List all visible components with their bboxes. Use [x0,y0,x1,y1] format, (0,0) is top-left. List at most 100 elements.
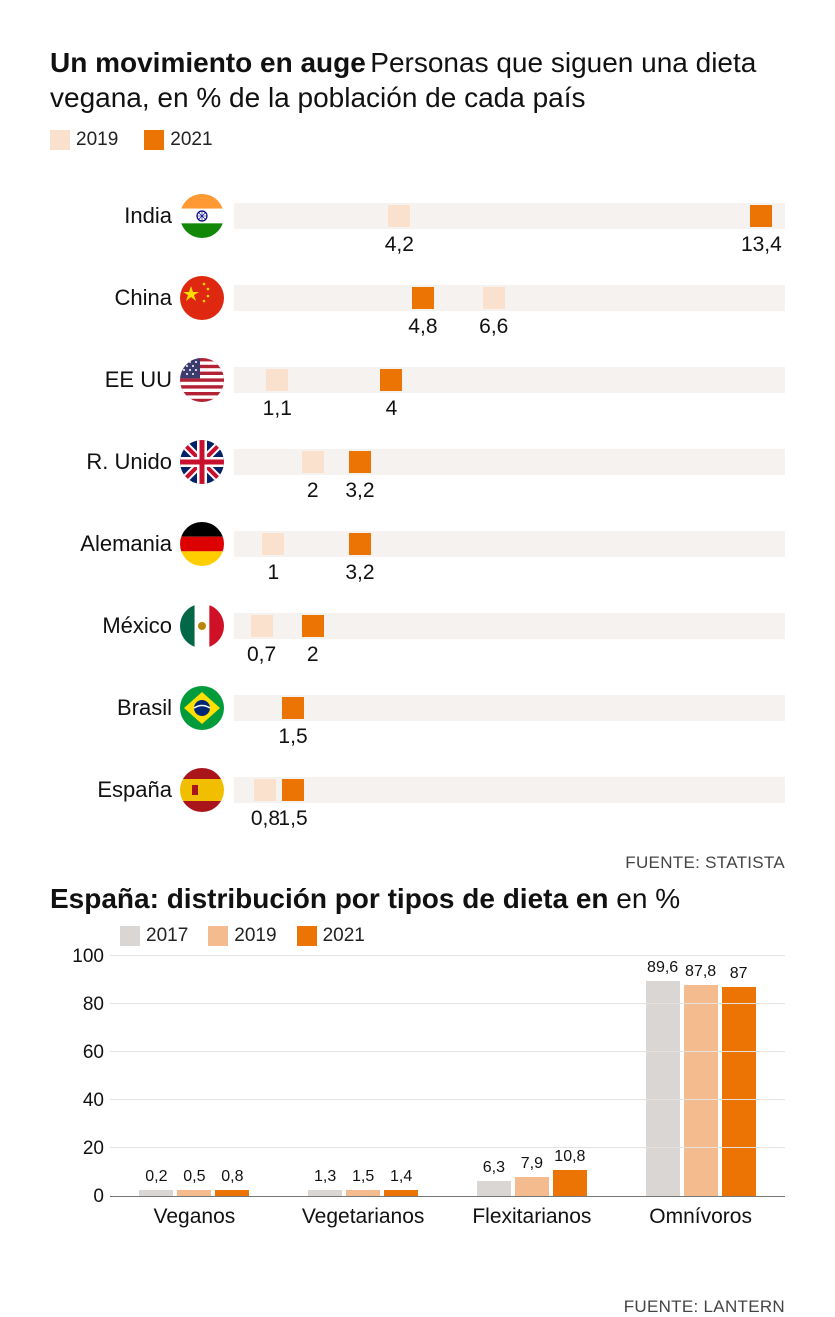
bar-value: 87,8 [685,963,716,981]
bar: 0,8 [215,1190,249,1196]
marker-value: 1 [268,561,280,585]
marker-value: 1,5 [278,807,307,831]
y-tick: 40 [83,1090,104,1112]
value-track: 1,14 [234,367,785,393]
marker-2019: 6,6 [483,287,505,309]
chart1-row: Brasil1,5 [50,667,785,749]
marker-2021: 4,8 [412,287,434,309]
grid-line [110,1051,785,1052]
legend-2017: 2017 [120,925,188,947]
marker-2021: 1,5 [282,697,304,719]
marker-value: 2 [307,643,319,667]
grid-line [110,1099,785,1100]
bar: 89,6 [646,981,680,1196]
x-label: Flexitarianos [448,1205,617,1229]
marker-value: 1,1 [263,397,292,421]
marker-2019: 0,8 [254,779,276,801]
value-track: 23,2 [234,449,785,475]
bar-groups: 0,2 0,5 0,8 1,3 1,5 1,4 6,3 7,9 10,8 89,687,887 [110,957,785,1196]
bar-value: 1,3 [314,1168,336,1186]
us-flag-icon [180,358,224,402]
bar-value: 0,5 [183,1168,205,1186]
bar: 6,3 [477,1181,511,1196]
bar-value: 1,4 [390,1168,412,1186]
bar-value: 6,3 [483,1159,505,1177]
country-label: España [50,777,180,803]
grid-line [110,1003,785,1004]
value-track: 13,2 [234,531,785,557]
bar: 1,5 [346,1190,380,1196]
grid-line [110,1147,785,1148]
country-label: EE UU [50,367,180,393]
chart1-row: India4,213,4 [50,175,785,257]
legend-2019: 2019 [208,925,276,947]
bar: 0,2 [139,1190,173,1196]
x-labels: VeganosVegetarianosFlexitarianosOmnívoro… [110,1205,785,1229]
chart1-row: R. Unido23,2 [50,421,785,503]
uk-flag-icon [180,440,224,484]
bar-group: 6,3 7,9 10,8 [448,957,617,1196]
value-track: 6,6 4,8 [234,285,785,311]
marker-2021: 4 [380,369,402,391]
x-label: Vegetarianos [279,1205,448,1229]
marker-value: 0,8 [251,807,280,831]
marker-value: 4 [386,397,398,421]
bar-value: 1,5 [352,1168,374,1186]
bar-value: 0,8 [221,1168,243,1186]
chart2-legend: 2017 2019 2021 [120,925,785,947]
marker-2021: 3,2 [349,533,371,555]
chart1-legend: 2019 2021 [50,129,785,151]
bar-value: 7,9 [521,1155,543,1173]
bar: 87,8 [684,985,718,1196]
value-track: 1,5 [234,695,785,721]
chart1-row: Alemania13,2 [50,503,785,585]
bar-group: 89,687,887 [616,957,785,1196]
country-label: China [50,285,180,311]
y-axis: 020406080100 [50,957,110,1197]
value-track: 4,213,4 [234,203,785,229]
marker-2019: 2 [302,451,324,473]
bar: 10,8 [553,1170,587,1196]
country-label: R. Unido [50,449,180,475]
chart1-row: México0,72 [50,585,785,667]
value-track: 0,8 1,5 [234,777,785,803]
bar-group: 1,3 1,5 1,4 [279,957,448,1196]
cn-flag-icon [180,276,224,320]
y-tick: 80 [83,994,104,1016]
y-tick: 60 [83,1042,104,1064]
marker-2021: 1,5 [282,779,304,801]
marker-value: 3,2 [345,479,374,503]
title-bold: Un movimiento en auge [50,47,366,78]
value-track: 0,72 [234,613,785,639]
country-label: México [50,613,180,639]
country-label: Alemania [50,531,180,557]
country-label: India [50,203,180,229]
marker-2021: 2 [302,615,324,637]
chart1-row: EE UU1,14 [50,339,785,421]
marker-value: 4,2 [385,233,414,257]
chart1-row: España0,81,5 [50,749,785,831]
chart1-source: FUENTE: STATISTA [50,853,785,873]
marker-value: 4,8 [408,315,437,339]
legend-2021: 2021 [144,129,212,151]
marker-value: 1,5 [278,725,307,749]
in-flag-icon [180,194,224,238]
chart1-rows: India4,213,4China6,64,8EE UU1,14R. Unido… [50,175,785,831]
y-tick: 100 [72,946,104,968]
bar-group: 0,2 0,5 0,8 [110,957,279,1196]
mx-flag-icon [180,604,224,648]
es-flag-icon [180,768,224,812]
x-label: Omnívoros [616,1205,785,1229]
marker-value: 0,7 [247,643,276,667]
legend-2019: 2019 [50,129,118,151]
marker-value: 3,2 [345,561,374,585]
marker-value: 2 [307,479,319,503]
chart1-title: Un movimiento en auge Personas que sigue… [50,45,785,115]
marker-2021: 13,4 [750,205,772,227]
br-flag-icon [180,686,224,730]
chart1-row: China 6,6 4,8 [50,257,785,339]
plot-area: 0,2 0,5 0,8 1,3 1,5 1,4 6,3 7,9 10,8 89,687,887 [110,957,785,1197]
marker-2019: 1 [262,533,284,555]
marker-2019: 1,1 [266,369,288,391]
chart2-title: España: distribución por tipos de dieta … [50,883,785,915]
